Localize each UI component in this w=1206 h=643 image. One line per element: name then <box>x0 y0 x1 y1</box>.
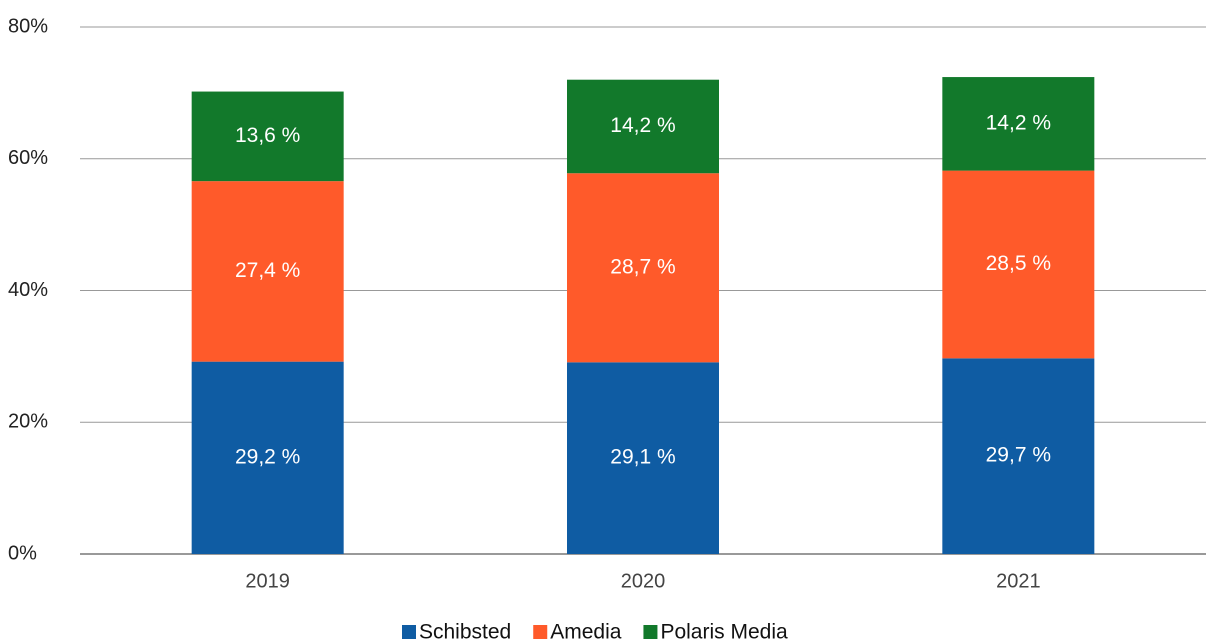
x-tick-label: 2019 <box>245 570 290 592</box>
value-label: 14,2 % <box>610 114 675 137</box>
value-label: 14,2 % <box>986 111 1051 134</box>
y-tick-label: 60% <box>8 147 48 169</box>
value-label: 29,7 % <box>986 444 1051 467</box>
bar-segment <box>567 362 719 554</box>
bar-segment <box>191 361 344 554</box>
x-tick-label: 2021 <box>996 570 1041 592</box>
y-tick-label: 20% <box>8 411 48 433</box>
value-label: 29,1 % <box>610 446 675 469</box>
legend-label: Schibsted <box>419 621 511 643</box>
value-label: 29,2 % <box>235 445 300 468</box>
bar-segment <box>942 358 1095 554</box>
legend-label: Amedia <box>550 621 622 643</box>
legend-label: Polaris Media <box>660 621 788 643</box>
value-label: 28,5 % <box>986 252 1051 275</box>
value-label: 27,4 % <box>235 259 300 282</box>
y-tick-label: 80% <box>8 15 48 37</box>
value-label: 28,7 % <box>610 255 675 278</box>
bar-segment <box>191 181 344 362</box>
y-tick-label: 40% <box>8 279 48 301</box>
legend-swatch <box>402 625 416 639</box>
legend-swatch <box>643 625 658 639</box>
value-label: 13,6 % <box>235 124 300 147</box>
bar-segment <box>942 77 1095 171</box>
bar-segment <box>942 170 1095 359</box>
y-tick-label: 0% <box>8 542 37 564</box>
bar-segment <box>567 79 719 174</box>
bar-segment <box>191 91 344 182</box>
bar-segment <box>567 173 719 363</box>
legend-swatch <box>533 625 548 639</box>
x-tick-label: 2020 <box>621 570 666 592</box>
